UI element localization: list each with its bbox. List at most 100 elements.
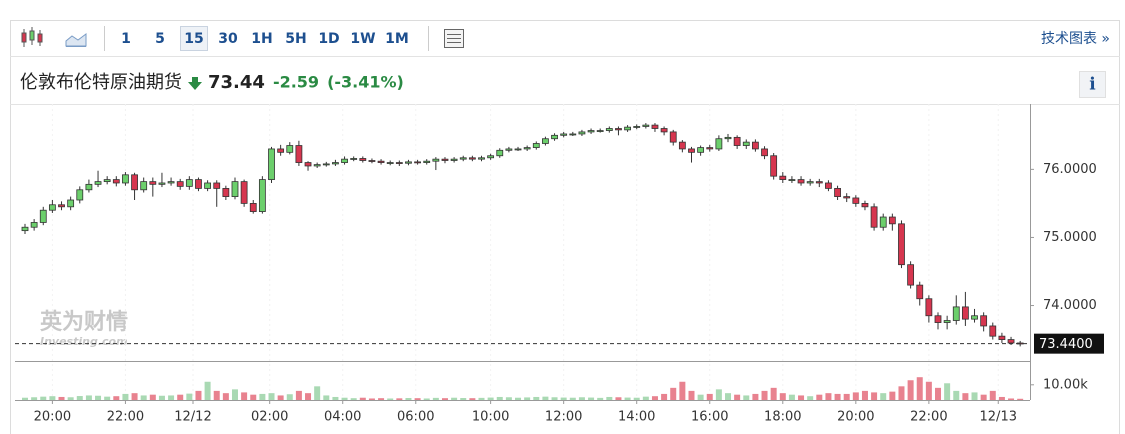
volume-bar (633, 397, 640, 400)
candle-body (697, 147, 705, 153)
volume-bar (834, 393, 841, 400)
volume-bar (962, 393, 969, 400)
volume-bar (788, 394, 795, 400)
x-tick-label: 12:00 (545, 410, 582, 425)
candle-body (58, 204, 65, 208)
volume-bar (798, 395, 805, 400)
volume-bar (85, 395, 92, 400)
volume-bar (615, 397, 622, 400)
candle-body (414, 161, 421, 164)
area-chart-icon[interactable] (65, 33, 87, 47)
volume-bar (661, 393, 668, 400)
volume-bar (496, 396, 503, 400)
volume-bar (259, 393, 266, 400)
volume-bar (871, 392, 878, 400)
candle-body (468, 157, 476, 160)
candle-body (94, 181, 102, 185)
interval-button[interactable]: 1M (385, 31, 409, 47)
volume-bar (469, 398, 476, 400)
candle-body (67, 199, 75, 208)
volume-bar (980, 394, 987, 400)
candle-body (989, 325, 997, 337)
candle-body (605, 128, 613, 131)
candle-body (587, 130, 595, 133)
volume-bar (715, 389, 722, 400)
candle-body (496, 149, 504, 157)
interval-button[interactable]: 5H (285, 31, 306, 47)
volume-bar (1008, 398, 1015, 400)
volume-bar (524, 397, 531, 400)
volume-bar (186, 393, 193, 400)
table-icon[interactable] (444, 29, 464, 48)
volume-bar (378, 398, 385, 400)
candle-body (222, 188, 230, 197)
volume-bar (725, 393, 732, 400)
candle-body (423, 160, 431, 163)
candle-body (441, 158, 449, 161)
candle-body (377, 160, 385, 163)
volume-bar (852, 392, 859, 400)
last-price-box (1034, 333, 1104, 354)
volume-bar (423, 398, 430, 400)
interval-button[interactable]: 1 (121, 31, 131, 47)
technical-chart-link[interactable]: 技术图表 » (1041, 31, 1110, 47)
volume-bar (149, 394, 156, 400)
volume-bar (277, 395, 284, 400)
candle-body (596, 130, 604, 132)
candle-body (1007, 339, 1015, 344)
volume-bar (953, 390, 960, 400)
volume-bar (560, 397, 567, 400)
interval-button[interactable]: 15 (184, 31, 203, 47)
watermark-site: Investing.com (40, 335, 128, 348)
volume-bar (825, 393, 832, 400)
interval-button[interactable]: 1H (251, 31, 272, 47)
candle-body (176, 181, 184, 187)
volume-bar (213, 390, 220, 400)
candle-body (112, 179, 120, 184)
candle-body (48, 204, 56, 211)
candle-body (888, 216, 896, 225)
volume-bar (67, 397, 74, 400)
candle-body (432, 158, 440, 162)
candle-body (834, 188, 841, 197)
candle-body (140, 181, 148, 191)
volume-bar (944, 383, 951, 400)
volume-bar (460, 398, 467, 400)
interval-buttons: 1 5 15 30 1H 5H 1D 1W 1M (121, 26, 409, 51)
interval-button[interactable]: 30 (218, 31, 238, 47)
interval-button[interactable]: 5 (155, 31, 165, 47)
candle-body (861, 203, 869, 208)
watermark-brand: 英为财情 (40, 309, 128, 335)
interval-button[interactable]: 1W (350, 31, 375, 47)
volume-bar (295, 390, 302, 400)
x-tick-label: 12/12 (174, 410, 211, 425)
volume-bar (323, 395, 330, 400)
volume-bar (898, 386, 905, 400)
volume-bar (916, 377, 923, 400)
candle-body (952, 306, 960, 321)
candlestick-icon[interactable] (21, 27, 43, 47)
last-price-label: 73.4400 (1039, 337, 1093, 352)
volume-bar (688, 390, 695, 400)
volume-bar (998, 396, 1005, 400)
volume-bar (889, 391, 896, 400)
candle-body (21, 226, 29, 232)
volume-bar (989, 390, 996, 400)
candle-body (578, 131, 586, 135)
interval-button[interactable]: 1D (318, 31, 339, 47)
x-tick-label: 12/13 (980, 410, 1017, 425)
info-button[interactable] (1079, 71, 1106, 98)
candle-body (961, 306, 969, 320)
x-tick-label: 20:00 (34, 410, 71, 425)
candle-body (478, 157, 485, 160)
info-icon[interactable]: i (1089, 75, 1096, 95)
volume-bar (651, 396, 658, 400)
candle-body (322, 163, 330, 166)
candle-body (523, 147, 531, 150)
volume-bar (305, 393, 312, 400)
x-tick-label: 06:00 (397, 410, 434, 425)
volume-bar (533, 396, 540, 400)
volume-bar (250, 394, 257, 400)
volume-bar (642, 396, 649, 400)
candle-body (752, 141, 759, 150)
